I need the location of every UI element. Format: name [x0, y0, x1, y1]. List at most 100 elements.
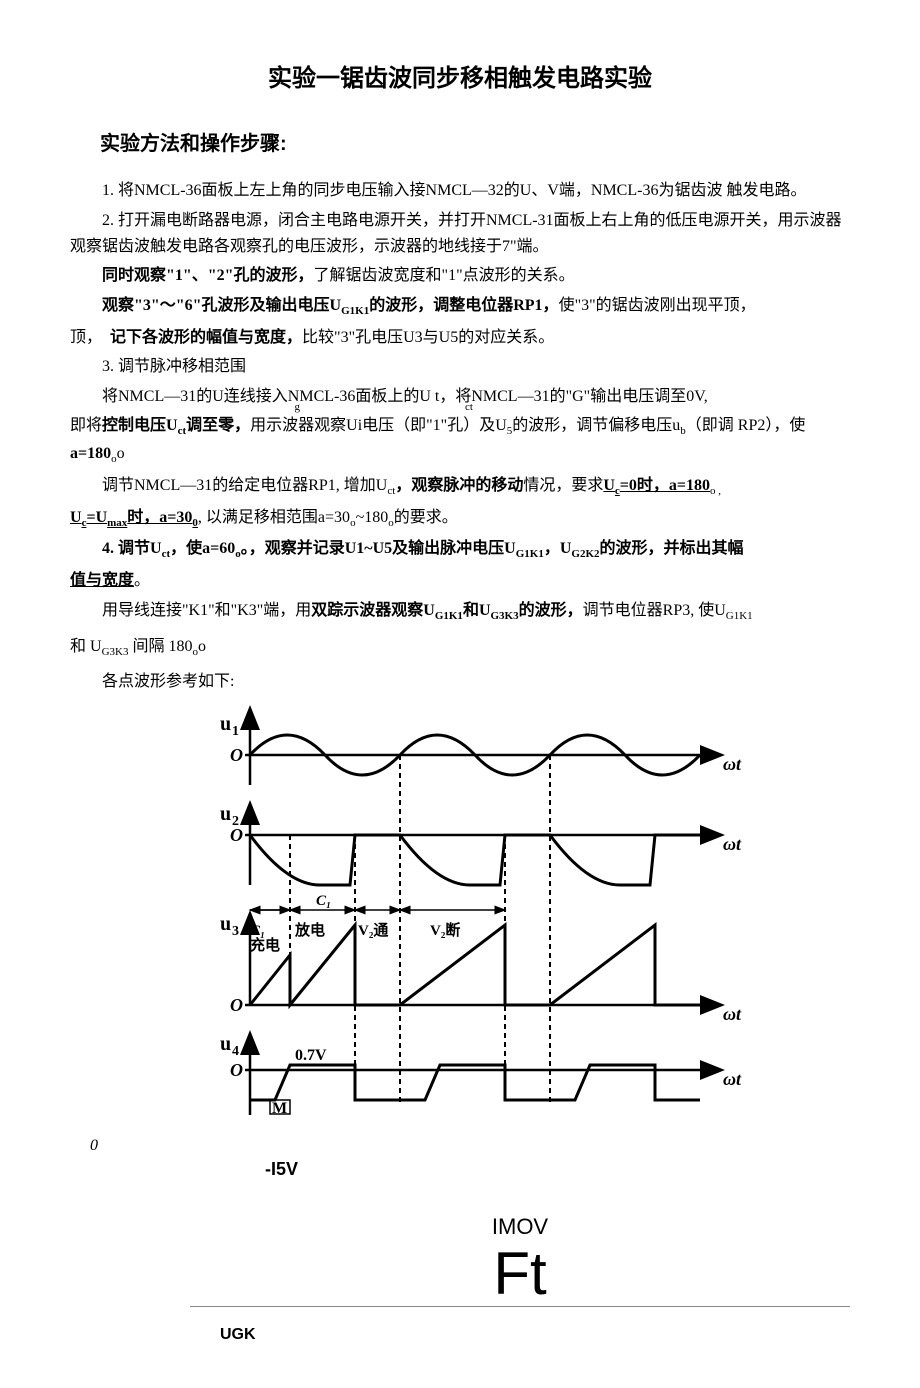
p8u2: U: [70, 509, 82, 526]
u1-label: u: [220, 713, 231, 735]
p7g: a=180: [70, 445, 111, 462]
p9sub2: G1K1: [516, 549, 544, 561]
svg-text:O: O: [230, 1060, 243, 1080]
p4b-bold: 记下各波形的幅值与宽度，: [110, 329, 302, 346]
p4-sub1: G1K1: [341, 305, 369, 317]
svg-text:C₁: C₁: [316, 893, 331, 909]
p10sub1: G1K1: [435, 610, 463, 622]
p9b: ，使a=60: [170, 540, 235, 557]
p10sub3: G1K1: [726, 610, 753, 622]
p7c: 调至零，: [186, 417, 250, 434]
p9f: 。: [134, 572, 150, 589]
p8a: 调节NMCL—31的给定电位器RP1, 增加U: [102, 477, 387, 494]
p4-bold1: 观察"3"～"6"孔波形及输出电压U: [102, 297, 341, 314]
waveform-svg: u 1 O ωt u 2 O ωt C₁ u 3 C₁ 充电 放电 V₂通 V₂…: [200, 705, 760, 1145]
paragraph-2: 2. 打开漏电断路器电源，闭合主电路电源开关，并打开NMCL-31面板上右上角的…: [70, 208, 850, 259]
p3-suffix: 了解锯齿波宽度和"1"点波形的关系。: [314, 267, 575, 284]
svg-text:O: O: [230, 995, 243, 1015]
svg-text:V₂通: V₂通: [358, 922, 388, 939]
p10sub2: G3K3: [491, 610, 519, 622]
section-subtitle: 实验方法和操作步骤:: [100, 128, 850, 160]
p9d: ，U: [544, 540, 572, 557]
svg-text:u: u: [220, 913, 231, 935]
p8d: , 以满足移相范围a=30: [198, 509, 350, 526]
paragraph-8b: Uc=Umax时，a=300, 以满足移相范围a=30o~180o的要求。: [70, 505, 850, 533]
p9c: 。，观察并记录U1~U5及输出脉冲电压U: [241, 540, 516, 557]
p9sub3: G2K2: [571, 549, 599, 561]
svg-text:1: 1: [232, 724, 239, 739]
paragraph-7: 即将控制电压Uct调至零，用示波器观察Ui电压（即"1"孔）及U5的波形，调节偏…: [70, 413, 850, 469]
p8u1b: =0时，a=180: [620, 477, 710, 494]
paragraph-5: 3. 调节脉冲移相范围: [70, 354, 850, 380]
ugk-label: UGK: [220, 1322, 850, 1348]
p10e: 调节电位器RP3, 使U: [583, 602, 726, 619]
waveform-diagram: 0 u 1 O ωt u 2 O ωt: [200, 705, 850, 1145]
p10b: 双踪示波器观察U: [311, 602, 435, 619]
neg-15v-label: -I5V: [265, 1155, 850, 1184]
p7e: 的波形，调节偏移电压u: [512, 417, 680, 434]
svg-text:放电: 放电: [294, 921, 325, 939]
p6-sub-ct: ct: [433, 399, 473, 417]
p4-suffix: 使"3"的锯齿波刚出现平顶，: [559, 297, 756, 314]
svg-text:C₁: C₁: [250, 923, 265, 939]
p10c: 和U: [463, 602, 491, 619]
svg-text:ωt: ωt: [723, 834, 742, 854]
p4-mid: 的波形，调整电位器RP1，: [369, 297, 558, 314]
p8h: 的要求。: [394, 509, 458, 526]
paragraph-8: 调节NMCL—31的给定电位器RP1, 增加Uct，观察脉冲的移动情况，要求Uc…: [70, 473, 850, 501]
svg-text:ωt: ωt: [723, 1004, 742, 1024]
p9sub1: ct: [162, 549, 171, 561]
svg-text:ωt: ωt: [723, 1069, 742, 1089]
p8b: ，观察脉冲的移动: [395, 477, 523, 494]
p8u1: U: [603, 477, 615, 494]
paragraph-11: 和 UG3K3 间隔 180oo: [70, 634, 850, 662]
p10a: 用导线连接"K1"和"K3"端，用: [102, 602, 311, 619]
p8c: 情况，要求: [523, 477, 603, 494]
p8o: o ,: [710, 485, 721, 497]
svg-text:3: 3: [232, 924, 239, 939]
p7b: 控制电压U: [102, 417, 178, 434]
p4c: 比较"3"孔电压U3与U5的对应关系。: [302, 329, 554, 346]
paragraph-4: 观察"3"～"6"孔波形及输出电压UG1K1的波形，调整电位器RP1，使"3"的…: [70, 293, 850, 321]
svg-text:u: u: [220, 1033, 231, 1055]
p9a: 4. 调节U: [102, 540, 162, 557]
p10d: 的波形，: [519, 602, 583, 619]
p9e: 的波形，并标出其幅: [600, 540, 744, 557]
p11sub1: G3K3: [102, 646, 129, 658]
p7a: 即将: [70, 417, 102, 434]
paragraph-10: 用导线连接"K1"和"K3"端，用双踪示波器观察UG1K1和UG3K3的波形，调…: [70, 598, 850, 626]
svg-text:O: O: [230, 745, 243, 765]
svg-text:ωt: ωt: [723, 754, 742, 774]
paragraph-9b: 值与宽度。: [70, 568, 850, 594]
p7f: （即调 RP2），使: [686, 417, 806, 434]
ft-label: Ft: [190, 1244, 850, 1307]
page-title: 实验一锯齿波同步移相触发电路实验: [70, 60, 850, 98]
svg-text:充电: 充电: [250, 936, 280, 954]
p11a: 和 U: [70, 638, 102, 655]
paragraph-4b: 顶， 记下各波形的幅值与宽度，比较"3"孔电压U3与U5的对应关系。: [70, 325, 850, 351]
p4-spacer: 顶，: [70, 329, 110, 346]
zero-label: 0: [90, 1133, 98, 1159]
p9under: 值与宽度: [70, 572, 134, 589]
p11b: 间隔 180: [128, 638, 192, 655]
p6-sub-g: g: [263, 399, 301, 417]
imov-label: IMOV: [190, 1209, 850, 1244]
p8f: ~180: [356, 509, 389, 526]
svg-text:0.7V: 0.7V: [295, 1047, 327, 1064]
paragraph-12: 各点波形参考如下:: [70, 669, 850, 695]
paragraph-3: 同时观察"1"、"2"孔的波形，了解锯齿波宽度和"1"点波形的关系。: [70, 263, 850, 289]
svg-text:u: u: [220, 803, 231, 825]
svg-text:4: 4: [232, 1044, 239, 1059]
p8u2c: 时，a=30: [127, 509, 192, 526]
paragraph-1: 1. 将NMCL-36面板上左上角的同步电压输入接NMCL—32的U、V端，NM…: [70, 178, 850, 204]
p8u2sub2: max: [107, 517, 127, 529]
paragraph-6: 将NMCL—31的U连线接入NMCL-36面板上的U t，将NMCL—31的"G…: [70, 384, 850, 410]
p11d: o: [198, 638, 206, 655]
p8u2b: =U: [86, 509, 107, 526]
p7d: 用示波器观察Ui电压（即"1"孔）及U: [250, 417, 507, 434]
p3-bold: 同时观察"1"、"2"孔的波形，: [102, 267, 314, 284]
paragraph-9: 4. 调节Uct，使a=60o。，观察并记录U1~U5及输出脉冲电压UG1K1，…: [70, 536, 850, 564]
svg-text:V₂断: V₂断: [430, 921, 460, 939]
svg-text:O: O: [230, 825, 243, 845]
p7i: o: [117, 445, 125, 462]
